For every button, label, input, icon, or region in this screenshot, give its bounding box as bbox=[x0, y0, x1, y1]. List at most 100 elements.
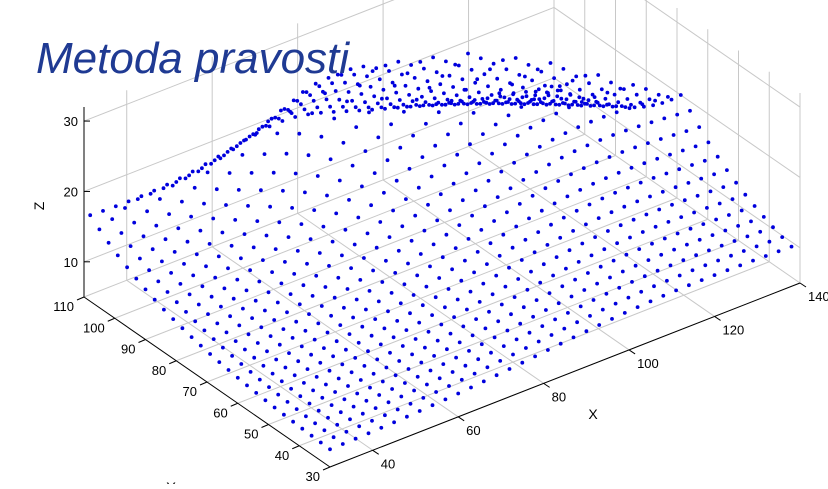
data-point bbox=[467, 349, 471, 353]
data-point bbox=[657, 207, 662, 212]
y-tick-mark bbox=[261, 424, 269, 428]
data-point bbox=[425, 382, 429, 387]
data-point bbox=[509, 312, 513, 317]
data-point bbox=[402, 109, 406, 114]
data-point bbox=[242, 232, 247, 237]
data-point bbox=[697, 237, 702, 242]
data-point bbox=[561, 67, 566, 71]
data-point bbox=[318, 440, 323, 445]
data-point bbox=[252, 355, 257, 360]
data-point bbox=[482, 72, 487, 77]
grid-line-y bbox=[114, 133, 585, 319]
data-point bbox=[266, 290, 271, 295]
data-point bbox=[332, 116, 337, 121]
data-point bbox=[578, 304, 583, 309]
data-point bbox=[224, 203, 228, 207]
data-point bbox=[613, 301, 618, 306]
data-point bbox=[420, 303, 425, 308]
data-point bbox=[428, 264, 432, 269]
data-point bbox=[204, 264, 208, 269]
data-point bbox=[378, 342, 383, 347]
grid-layer bbox=[83, 0, 801, 468]
data-point bbox=[560, 284, 565, 289]
data-point bbox=[453, 62, 458, 67]
data-point bbox=[309, 352, 313, 357]
data-point bbox=[451, 85, 455, 89]
data-point bbox=[276, 116, 281, 121]
data-point bbox=[507, 265, 511, 270]
data-point bbox=[432, 354, 436, 358]
data-point bbox=[305, 367, 310, 371]
data-point bbox=[97, 227, 102, 232]
data-point bbox=[465, 102, 470, 107]
data-point bbox=[248, 268, 253, 273]
x-tick-label: 80 bbox=[552, 389, 566, 404]
data-point bbox=[408, 311, 412, 316]
data-point bbox=[575, 320, 579, 325]
data-point bbox=[234, 144, 239, 149]
data-point bbox=[452, 102, 457, 107]
data-point bbox=[414, 103, 419, 107]
data-point bbox=[665, 278, 669, 283]
data-point bbox=[336, 275, 341, 280]
data-point bbox=[521, 178, 526, 182]
data-point bbox=[400, 72, 404, 77]
y-tick-mark bbox=[230, 402, 238, 407]
y-tick-label: 40 bbox=[275, 448, 289, 463]
data-point bbox=[283, 365, 288, 370]
y-tick-label: 30 bbox=[306, 469, 320, 484]
data-point bbox=[540, 324, 545, 328]
data-point bbox=[617, 285, 622, 290]
data-point bbox=[639, 289, 644, 294]
data-point bbox=[445, 97, 450, 102]
data-point bbox=[135, 197, 140, 202]
data-point bbox=[437, 276, 442, 280]
data-point bbox=[550, 137, 555, 142]
data-point bbox=[411, 133, 415, 138]
data-point bbox=[636, 124, 641, 129]
data-point bbox=[491, 101, 495, 106]
data-point bbox=[460, 77, 465, 82]
data-point bbox=[471, 111, 476, 115]
data-point bbox=[417, 320, 422, 325]
data-point bbox=[334, 339, 339, 344]
data-point bbox=[485, 262, 489, 266]
data-point bbox=[561, 101, 565, 105]
data-point bbox=[610, 104, 615, 109]
data-point bbox=[230, 354, 235, 358]
grid-line-z-back bbox=[83, 0, 395, 122]
data-point bbox=[647, 97, 652, 102]
data-point bbox=[658, 137, 663, 141]
data-point bbox=[533, 89, 538, 94]
data-point bbox=[286, 235, 291, 240]
data-point bbox=[555, 88, 560, 93]
data-point bbox=[228, 314, 233, 319]
data-point bbox=[701, 222, 706, 227]
data-point bbox=[537, 144, 542, 149]
data-point bbox=[485, 96, 490, 101]
data-point bbox=[333, 89, 338, 93]
data-point bbox=[529, 269, 533, 274]
data-point bbox=[145, 209, 150, 214]
data-point bbox=[371, 371, 376, 376]
data-point bbox=[343, 80, 347, 85]
data-point bbox=[629, 102, 633, 107]
data-point bbox=[292, 272, 297, 276]
data-point bbox=[395, 319, 400, 323]
data-point bbox=[443, 102, 448, 107]
data-point bbox=[739, 208, 744, 213]
data-point bbox=[377, 77, 382, 82]
data-point bbox=[467, 95, 472, 100]
data-point bbox=[441, 362, 446, 366]
data-point bbox=[752, 204, 757, 208]
data-point bbox=[499, 302, 504, 307]
z-tick-label: 30 bbox=[64, 114, 78, 129]
axis-layer bbox=[76, 107, 807, 471]
data-point bbox=[345, 99, 349, 104]
data-point bbox=[290, 206, 294, 210]
data-point bbox=[635, 199, 640, 204]
data-point bbox=[298, 394, 303, 399]
data-point bbox=[371, 268, 375, 273]
data-point bbox=[668, 152, 672, 157]
data-point bbox=[354, 125, 359, 129]
